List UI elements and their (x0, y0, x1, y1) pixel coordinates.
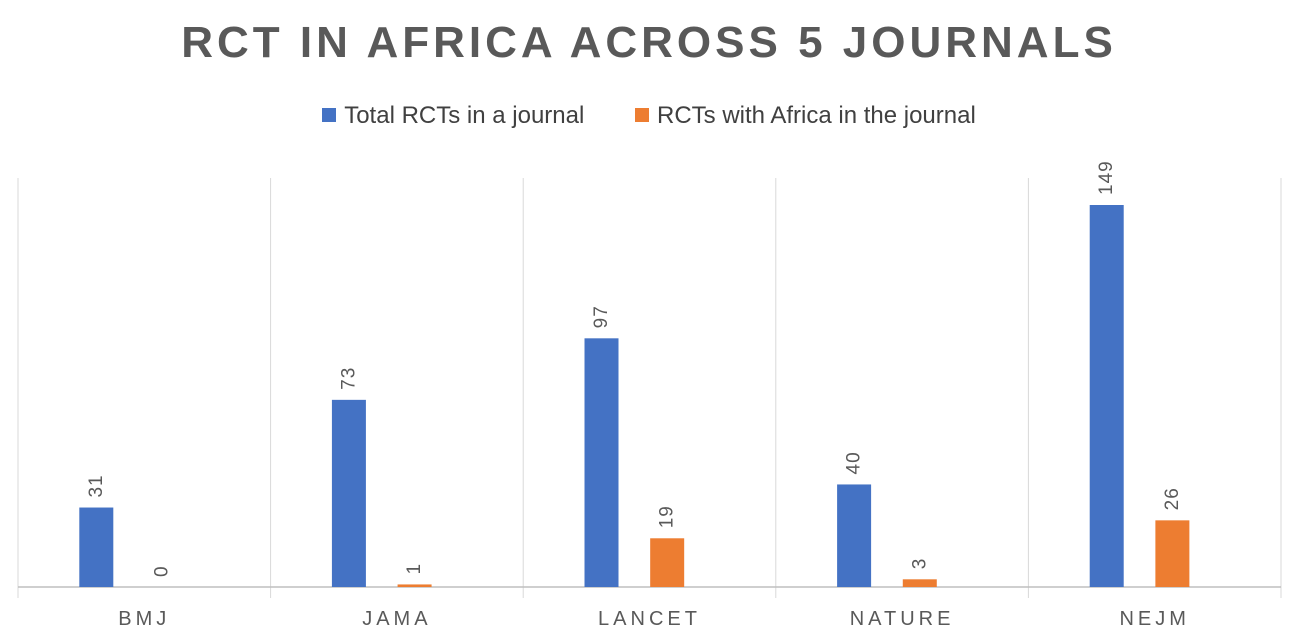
data-label: 149 (1096, 160, 1117, 195)
legend-swatch-africa (634, 107, 649, 122)
data-label: 1 (404, 563, 425, 575)
legend: Total RCTs in a journal RCTs with Africa… (0, 102, 1298, 130)
bar-total-bmj (79, 507, 114, 587)
x-tick-label: NATURE (850, 608, 955, 630)
legend-item-africa[interactable]: RCTs with Africa in the journal (634, 102, 976, 130)
x-tick-label: BMJ (118, 608, 170, 630)
legend-swatch-total (322, 107, 337, 122)
data-label: 73 (338, 367, 359, 390)
chart-title: RCT IN AFRICA ACROSS 5 JOURNALS (181, 18, 1117, 67)
bar-total-jama (331, 399, 366, 587)
legend-label-total: Total RCTs in a journal (344, 102, 585, 129)
x-tick-label: NEJM (1119, 608, 1189, 630)
bar-total-nature (837, 484, 872, 587)
bar-africa-nature (902, 579, 937, 587)
bar-total-nejm (1089, 205, 1124, 587)
bar-africa-nejm (1155, 520, 1190, 587)
legend-label-africa: RCTs with Africa in the journal (656, 102, 976, 129)
x-tick-label: LANCET (598, 608, 701, 630)
data-label: 31 (86, 474, 107, 497)
legend-item-total[interactable]: Total RCTs in a journal (322, 102, 584, 130)
data-label: 0 (151, 565, 172, 577)
data-label: 40 (844, 451, 865, 474)
data-label: 19 (657, 505, 678, 528)
data-label: 3 (909, 558, 930, 570)
bar-africa-lancet (650, 538, 685, 587)
data-label: 26 (1162, 487, 1183, 510)
bar-total-lancet (584, 338, 619, 587)
data-label: 97 (591, 305, 612, 328)
bar-africa-jama (397, 584, 432, 587)
x-tick-label: JAMA (362, 608, 431, 630)
